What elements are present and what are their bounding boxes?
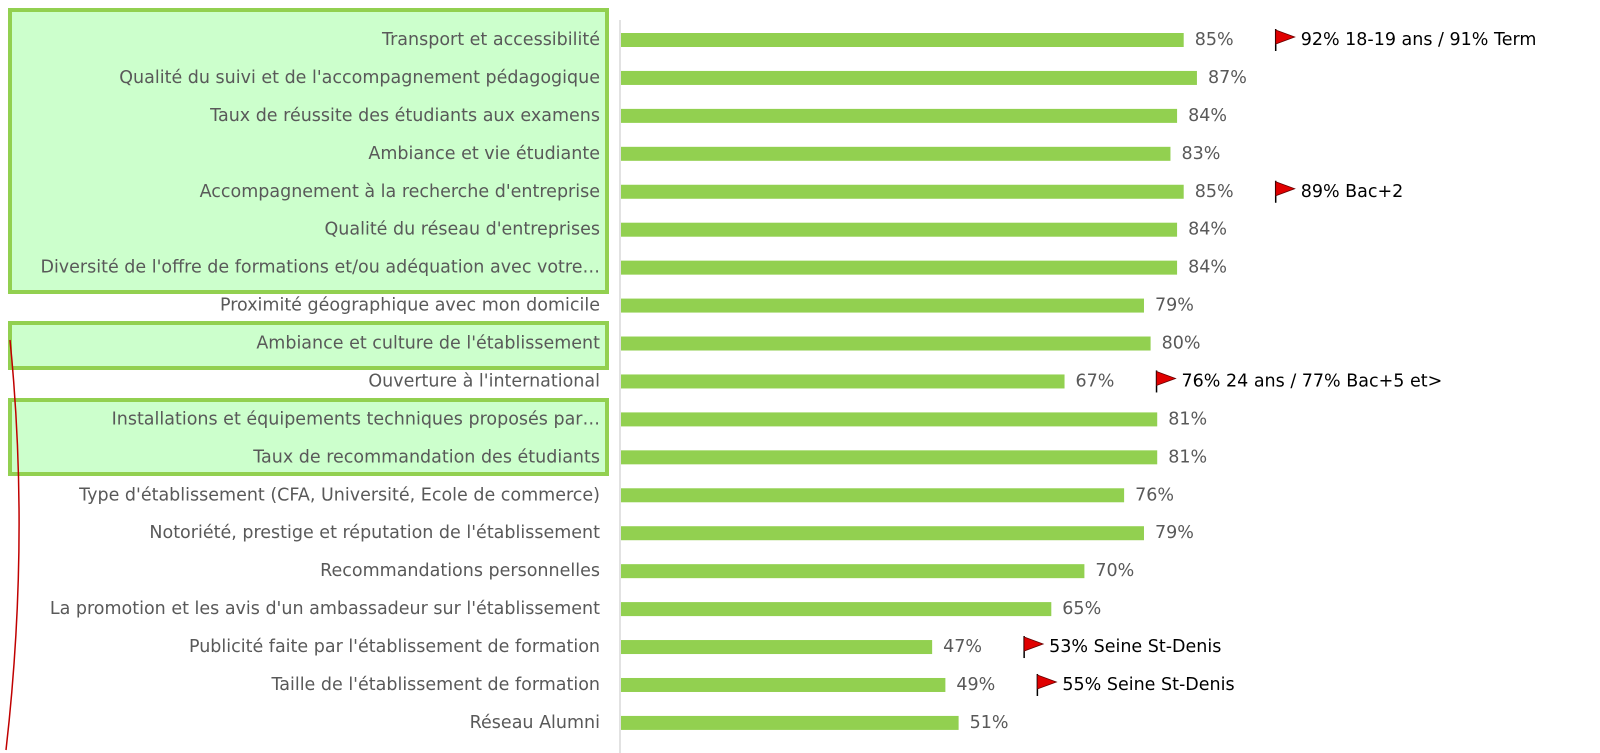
value-label: 49% [956,675,995,695]
value-label: 84% [1188,106,1227,126]
category-label: Ambiance et culture de l'établissement [256,334,600,354]
category-label: Installations et équipements techniques … [112,409,600,429]
value-label: 84% [1188,220,1227,240]
flag [1036,674,1058,690]
annotation: 89% Bac+2 [1301,182,1404,202]
bar [621,184,1184,199]
category-label: Réseau Alumni [470,713,600,733]
bar [621,450,1158,465]
bar [621,715,959,730]
value-label: 79% [1155,523,1194,543]
value-label: 80% [1162,334,1201,354]
bar [621,602,1052,617]
bar [621,108,1178,123]
annotation: 53% Seine St-Denis [1049,637,1221,657]
bar [621,374,1065,389]
value-label: 81% [1168,447,1207,467]
category-label: Proximité géographique avec mon domicile [220,296,600,316]
value-label: 83% [1181,144,1220,164]
value-label: 65% [1062,599,1101,619]
highlight-box [8,321,609,370]
category-label: Diversité de l'offre de formations et/ou… [40,258,600,278]
category-label: Recommandations personnelles [320,561,600,581]
bar [621,640,933,655]
category-label: Type d'établissement (CFA, Université, E… [78,485,600,505]
category-label: Ouverture à l'international [368,371,600,391]
value-label: 81% [1168,409,1207,429]
bar [621,564,1085,579]
value-label: 70% [1095,561,1134,581]
annotation: 92% 18-19 ans / 91% Term [1301,30,1537,50]
bar [621,488,1125,503]
flag [1156,370,1177,387]
category-label: Accompagnement à la recherche d'entrepri… [200,182,600,202]
category-label: Ambiance et vie étudiante [368,144,600,164]
category-label: Taille de l'établissement de formation [270,675,600,695]
category-label: Qualité du suivi et de l'accompagnement … [119,68,600,88]
flag [1023,636,1045,652]
value-label: 87% [1208,68,1247,88]
category-label: La promotion et les avis d'un ambassadeu… [50,599,600,619]
category-label: Notoriété, prestige et réputation de l'é… [149,523,600,543]
value-label: 79% [1155,296,1194,316]
bar [621,222,1178,237]
category-label: Transport et accessibilité [381,30,600,50]
flag [1275,29,1296,45]
value-label: 67% [1076,371,1115,391]
category-label: Taux de recommandation des étudiants [252,447,600,467]
value-label: 85% [1195,30,1234,50]
bar [621,33,1184,47]
bar [621,412,1158,427]
category-label: Publicité faite par l'établissement de f… [189,637,600,657]
flag [1275,181,1296,197]
value-label: 51% [970,713,1009,733]
annotation: 76% 24 ans / 77% Bac+5 et> [1182,371,1443,391]
bar [621,336,1151,351]
bar [621,260,1178,275]
highlight-box [8,8,609,294]
bar [621,70,1197,85]
bar [621,146,1171,161]
value-label: 76% [1135,485,1174,505]
bar [621,677,946,692]
bar [621,526,1144,541]
value-label: 47% [943,637,982,657]
curve-line [5,339,20,751]
category-label: Qualité du réseau d'entreprises [325,220,601,240]
bar [621,298,1144,313]
highlight-box [8,398,609,476]
category-label: Taux de réussite des étudiants aux exame… [209,106,600,126]
value-label: 85% [1195,182,1234,202]
annotation: 55% Seine St-Denis [1062,675,1234,695]
value-label: 84% [1188,258,1227,278]
